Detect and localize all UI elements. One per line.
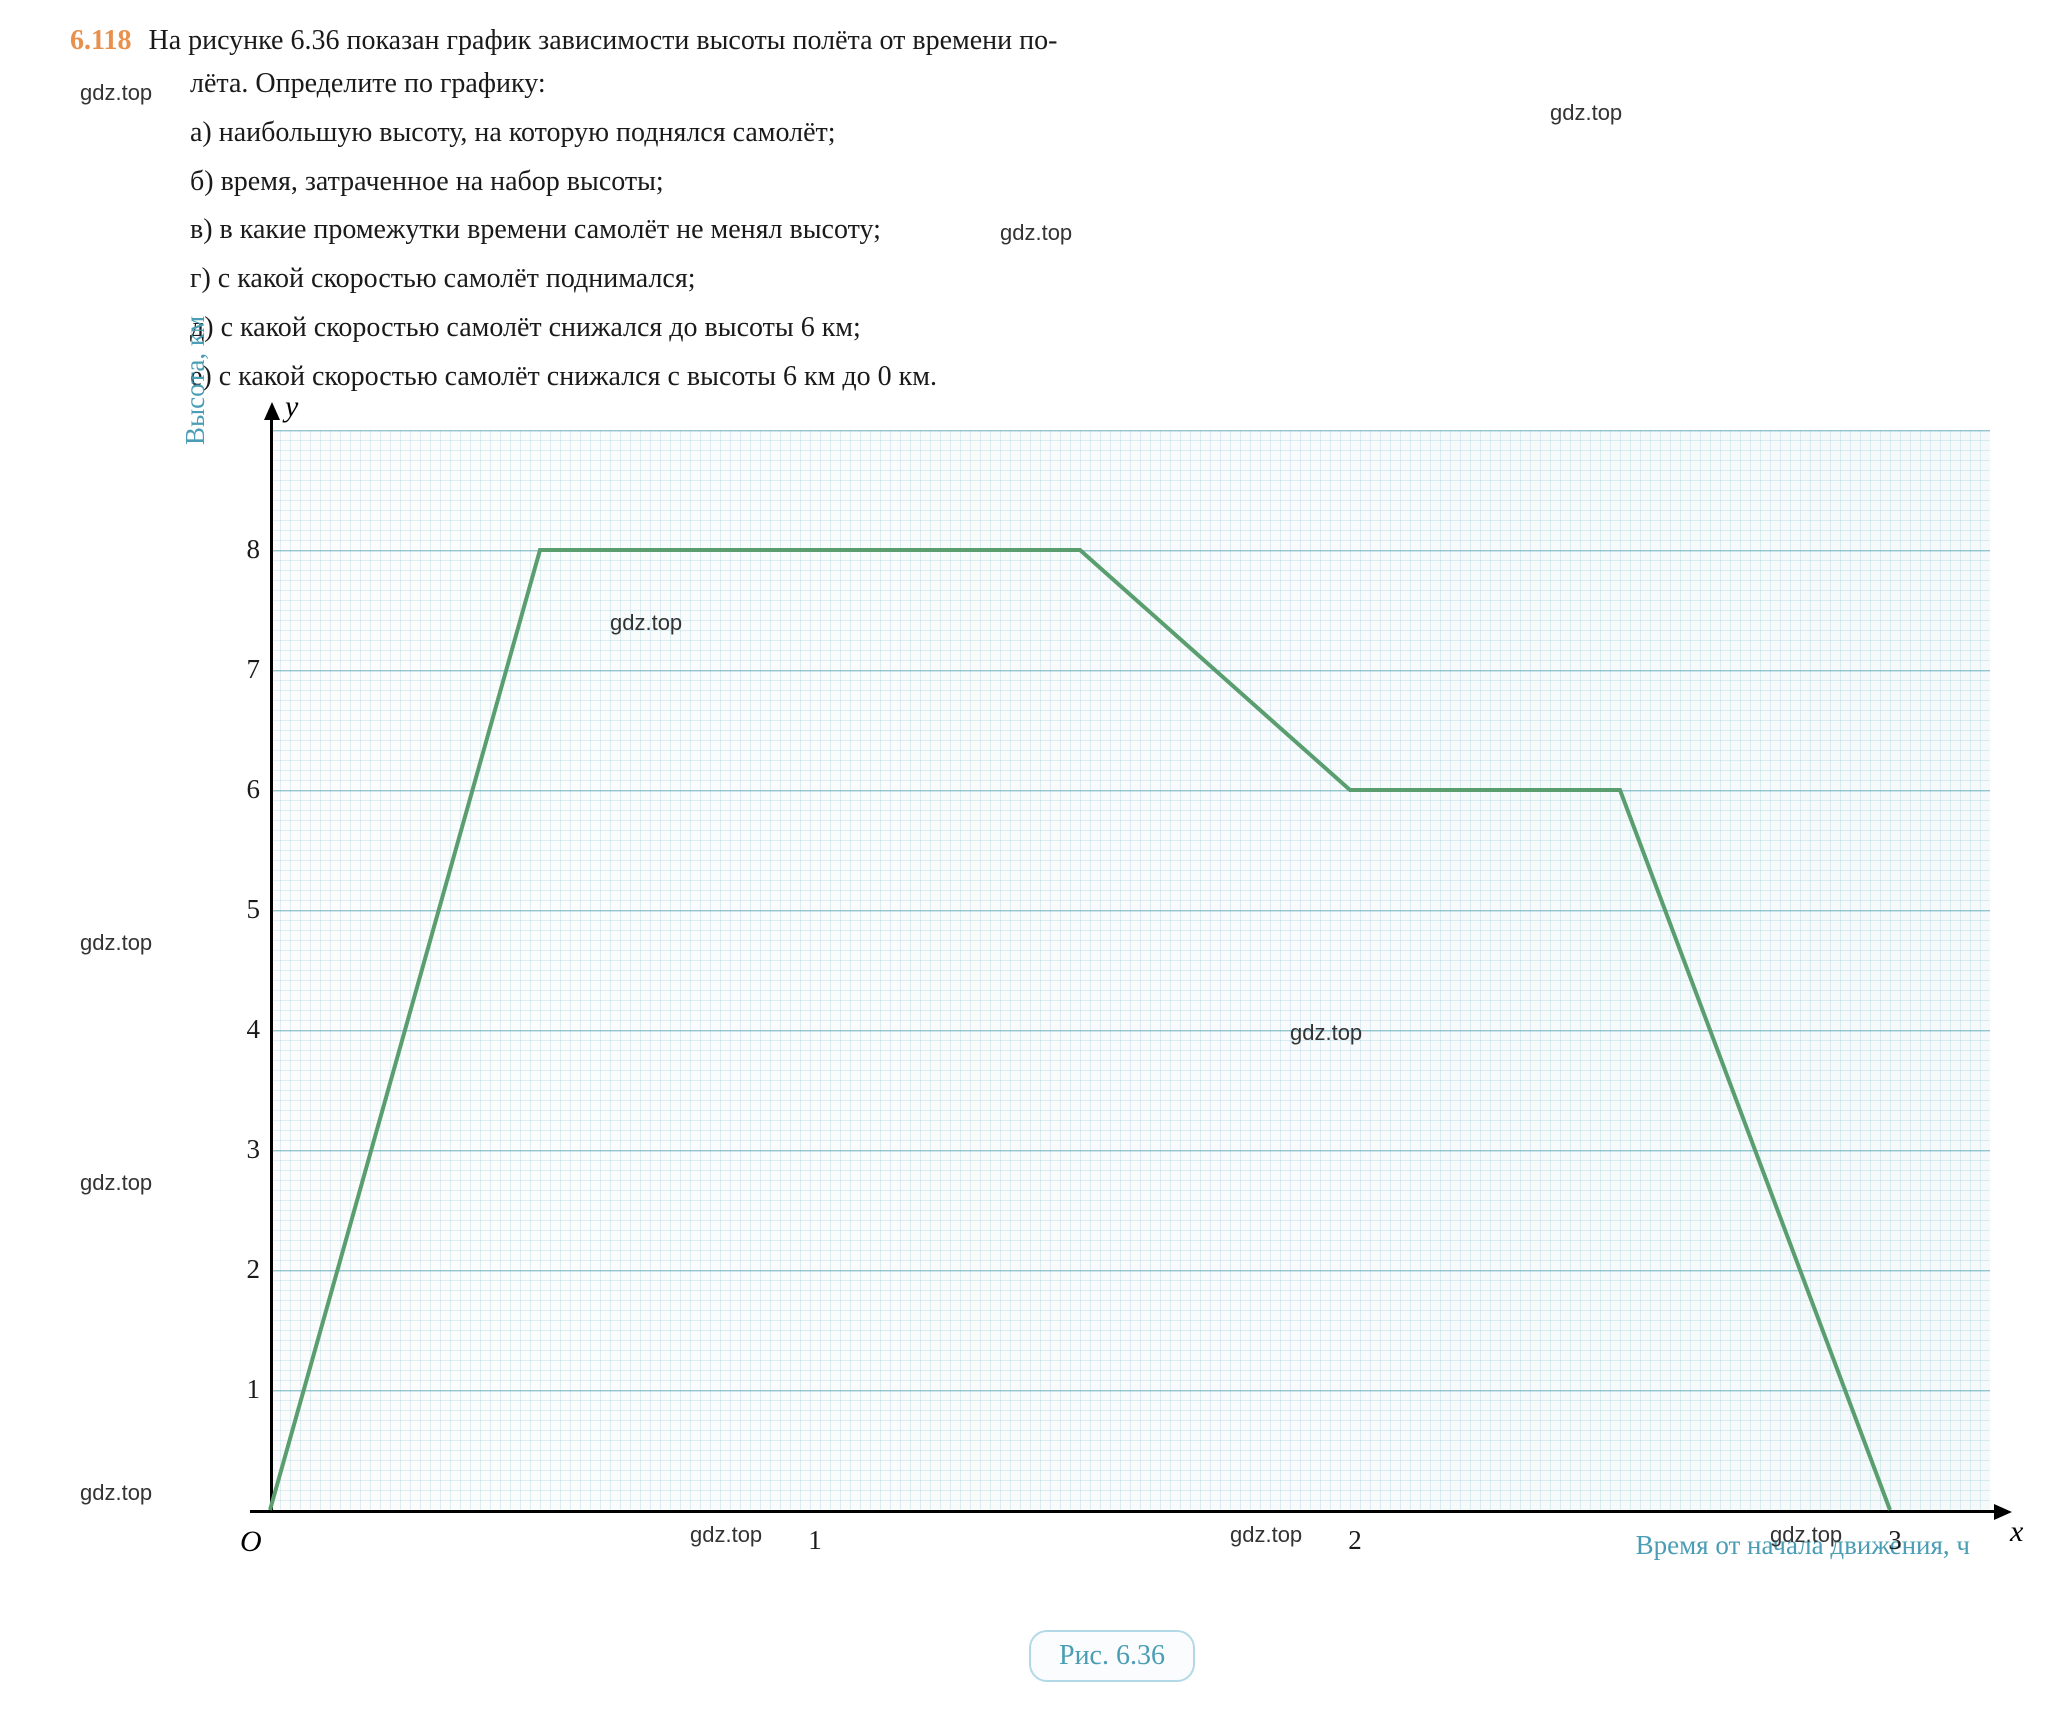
x-axis-line <box>250 1510 2000 1513</box>
chart: gdz.top gdz.top gdz.top gdz.top gdz.top … <box>190 430 2010 1610</box>
item-d: д) с какой скоростью самолёт снижался до… <box>190 306 2034 351</box>
origin-label: O <box>240 1525 262 1559</box>
y-tick-value: 3 <box>230 1134 260 1165</box>
y-axis-label: Высота, км <box>180 315 211 444</box>
problem-first-line: 6.118 На рисунке 6.36 показан график зав… <box>70 20 2034 62</box>
watermark: gdz.top <box>690 1522 762 1548</box>
problem-number: 6.118 <box>70 25 131 56</box>
y-tick-value: 4 <box>230 1014 260 1045</box>
x-axis-letter: x <box>2010 1515 2023 1549</box>
problem-intro-part2: лёта. Определите по графику: <box>190 62 2034 107</box>
watermark: gdz.top <box>80 80 152 106</box>
y-tick-value: 1 <box>230 1374 260 1405</box>
problem-body: лёта. Определите по графику: а) наибольш… <box>190 62 2034 400</box>
item-g: г) с какой скоростью самолёт поднимался; <box>190 257 2034 302</box>
y-axis-arrow-icon <box>264 402 280 420</box>
item-b: б) время, затраченное на набор высоты; <box>190 160 2034 205</box>
figure-label: Рис. 6.36 <box>1029 1630 1195 1682</box>
chart-line-plot <box>270 430 1990 1510</box>
watermark: gdz.top <box>1230 1522 1302 1548</box>
y-axis-letter: y <box>285 390 298 424</box>
y-tick-value: 8 <box>230 534 260 565</box>
problem-intro-part1: На рисунке 6.36 показан график зависимос… <box>148 25 1057 56</box>
figure-label-wrap: Рис. 6.36 <box>190 1630 2034 1682</box>
problem-block: gdz.top gdz.top gdz.top 6.118 На рисунке… <box>20 20 2034 1682</box>
x-tick-value: 2 <box>1340 1525 1370 1556</box>
y-tick-value: 5 <box>230 894 260 925</box>
x-axis-label: Время от начала движения, ч <box>1636 1530 1970 1561</box>
x-tick-value: 3 <box>1880 1525 1910 1556</box>
y-tick-value: 7 <box>230 654 260 685</box>
item-a: а) наибольшую высоту, на которую поднялс… <box>190 111 2034 156</box>
y-tick-value: 2 <box>230 1254 260 1285</box>
watermark: gdz.top <box>80 930 152 956</box>
item-v: в) в какие промежутки времени самолёт не… <box>190 208 2034 253</box>
watermark: gdz.top <box>80 1170 152 1196</box>
x-tick-value: 1 <box>800 1525 830 1556</box>
item-e: е) с какой скоростью самолёт снижался с … <box>190 355 2034 400</box>
watermark: gdz.top <box>80 1480 152 1506</box>
y-tick-value: 6 <box>230 774 260 805</box>
